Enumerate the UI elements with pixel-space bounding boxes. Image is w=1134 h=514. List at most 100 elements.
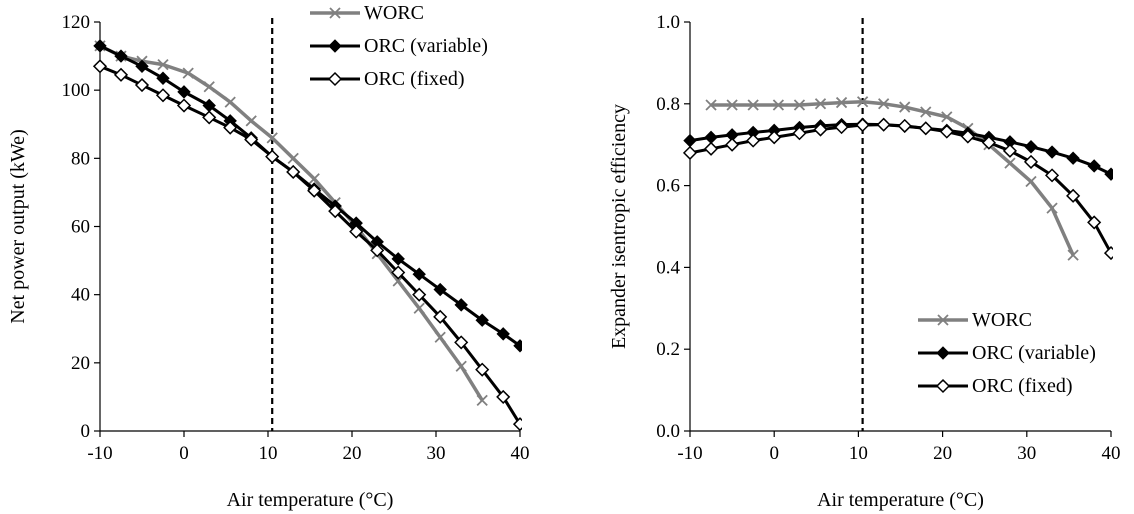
- data-point-marker: [433, 309, 448, 324]
- x-tick-label: 30: [427, 443, 446, 464]
- data-point-marker: [434, 331, 446, 343]
- data-point-marker: [203, 81, 215, 93]
- data-point-marker: [981, 135, 996, 150]
- data-point-marker: [725, 137, 740, 152]
- data-point-marker: [177, 85, 191, 99]
- data-point-marker: [899, 101, 911, 113]
- data-point-marker: [114, 49, 128, 63]
- x-tick-label: 20: [343, 443, 362, 464]
- y-tick-label: 0.6: [656, 176, 680, 197]
- data-point-marker: [182, 67, 194, 79]
- data-point-marker: [1046, 202, 1058, 214]
- data-point-marker: [1087, 215, 1102, 230]
- legend-label: ORC (variable): [972, 342, 1096, 364]
- data-point-marker: [512, 417, 522, 432]
- x-tick-label: 30: [1017, 443, 1036, 464]
- data-point-marker: [834, 120, 849, 135]
- x-tick-label: 40: [511, 443, 530, 464]
- legend-marker: [328, 39, 342, 53]
- data-point-marker: [476, 394, 488, 406]
- data-point-marker: [245, 115, 257, 127]
- data-point-marker: [1024, 140, 1038, 154]
- data-point-marker: [767, 130, 782, 145]
- x-tick-label: 10: [849, 443, 868, 464]
- legend-label: ORC (fixed): [972, 375, 1073, 397]
- y-tick-label: 1.0: [656, 12, 680, 33]
- data-point-marker: [1023, 154, 1039, 169]
- data-point-marker: [793, 99, 806, 111]
- x-axis-label: Air temperature (°C): [227, 489, 394, 511]
- y-tick-label: 0.4: [656, 257, 680, 278]
- y-axis-label: Expander isentropic efficiency: [608, 104, 630, 349]
- data-point-marker: [413, 302, 425, 314]
- x-tick-label: -10: [677, 443, 702, 464]
- legend-label: WORC: [972, 309, 1032, 331]
- y-tick-label: 0.2: [656, 339, 680, 360]
- data-point-marker: [475, 313, 489, 327]
- data-point-marker: [244, 132, 259, 147]
- data-point-marker: [176, 98, 192, 113]
- data-point-marker: [1104, 167, 1113, 181]
- y-tick-label: 40: [71, 285, 90, 306]
- y-tick-label: 120: [62, 12, 91, 33]
- y-tick-label: 0: [81, 421, 91, 442]
- y-tick-label: 80: [71, 148, 90, 169]
- chart-right-expander-efficiency: 0.0 0.2 0.4 0.6 0.8 1.0 -10 0 10 20 30 40 Air temper…: [608, 12, 1121, 511]
- data-point-marker: [370, 243, 385, 258]
- data-point-marker: [1087, 159, 1101, 173]
- data-point-marker: [897, 118, 912, 133]
- data-point-marker: [918, 121, 933, 136]
- data-point-marker: [920, 106, 932, 118]
- data-point-marker: [266, 132, 278, 144]
- x-tick-label: 0: [769, 443, 779, 464]
- data-point-marker: [496, 389, 511, 404]
- x-tick-label: -10: [87, 443, 112, 464]
- data-point-marker: [454, 298, 468, 312]
- data-point-marker: [1066, 151, 1080, 165]
- data-point-marker: [286, 164, 301, 180]
- data-point-marker: [1067, 249, 1079, 261]
- data-point-marker: [746, 133, 761, 148]
- data-point-marker: [391, 265, 406, 280]
- data-point-marker: [412, 267, 426, 281]
- data-point-marker: [391, 252, 405, 266]
- data-point-marker: [960, 129, 975, 144]
- data-point-marker: [1045, 145, 1059, 159]
- data-point-marker: [92, 59, 108, 74]
- data-point-marker: [814, 98, 827, 110]
- data-point-marker: [705, 99, 717, 111]
- data-point-marker: [878, 98, 890, 110]
- legend-marker: [936, 346, 950, 360]
- data-point-marker: [704, 130, 718, 145]
- data-point-marker: [93, 39, 107, 53]
- data-point-marker: [792, 126, 807, 141]
- data-point-marker: [682, 145, 698, 160]
- x-axis-label: Air temperature (°C): [817, 489, 984, 511]
- data-point-marker: [455, 360, 467, 372]
- data-point-marker: [157, 58, 169, 71]
- data-point-marker: [772, 99, 785, 111]
- data-point-marker: [202, 110, 217, 125]
- series-line: [99, 44, 484, 402]
- data-point-marker: [876, 117, 891, 132]
- x-tick-label: 10: [259, 443, 278, 464]
- data-point-marker: [307, 183, 322, 198]
- data-point-marker: [349, 224, 364, 239]
- legend: WORC ORC (variable) ORC (fixed): [310, 2, 488, 90]
- y-tick-label: 0.8: [656, 94, 680, 115]
- data-point-marker: [1004, 157, 1016, 169]
- data-point-marker: [328, 204, 343, 219]
- data-point-marker: [941, 111, 953, 123]
- x-tick-label: 40: [1102, 443, 1121, 464]
- legend-label: ORC (variable): [364, 35, 488, 57]
- y-axis-label: Net power output (kWe): [7, 129, 29, 323]
- data-point-marker: [265, 149, 280, 164]
- x-tick-label: 20: [933, 443, 952, 464]
- y-tick-label: 20: [71, 353, 90, 374]
- x-tick-label: 0: [179, 443, 189, 464]
- data-point-marker: [113, 67, 129, 82]
- legend: WORC ORC (variable) ORC (fixed): [918, 309, 1096, 397]
- series-worc: [94, 40, 488, 406]
